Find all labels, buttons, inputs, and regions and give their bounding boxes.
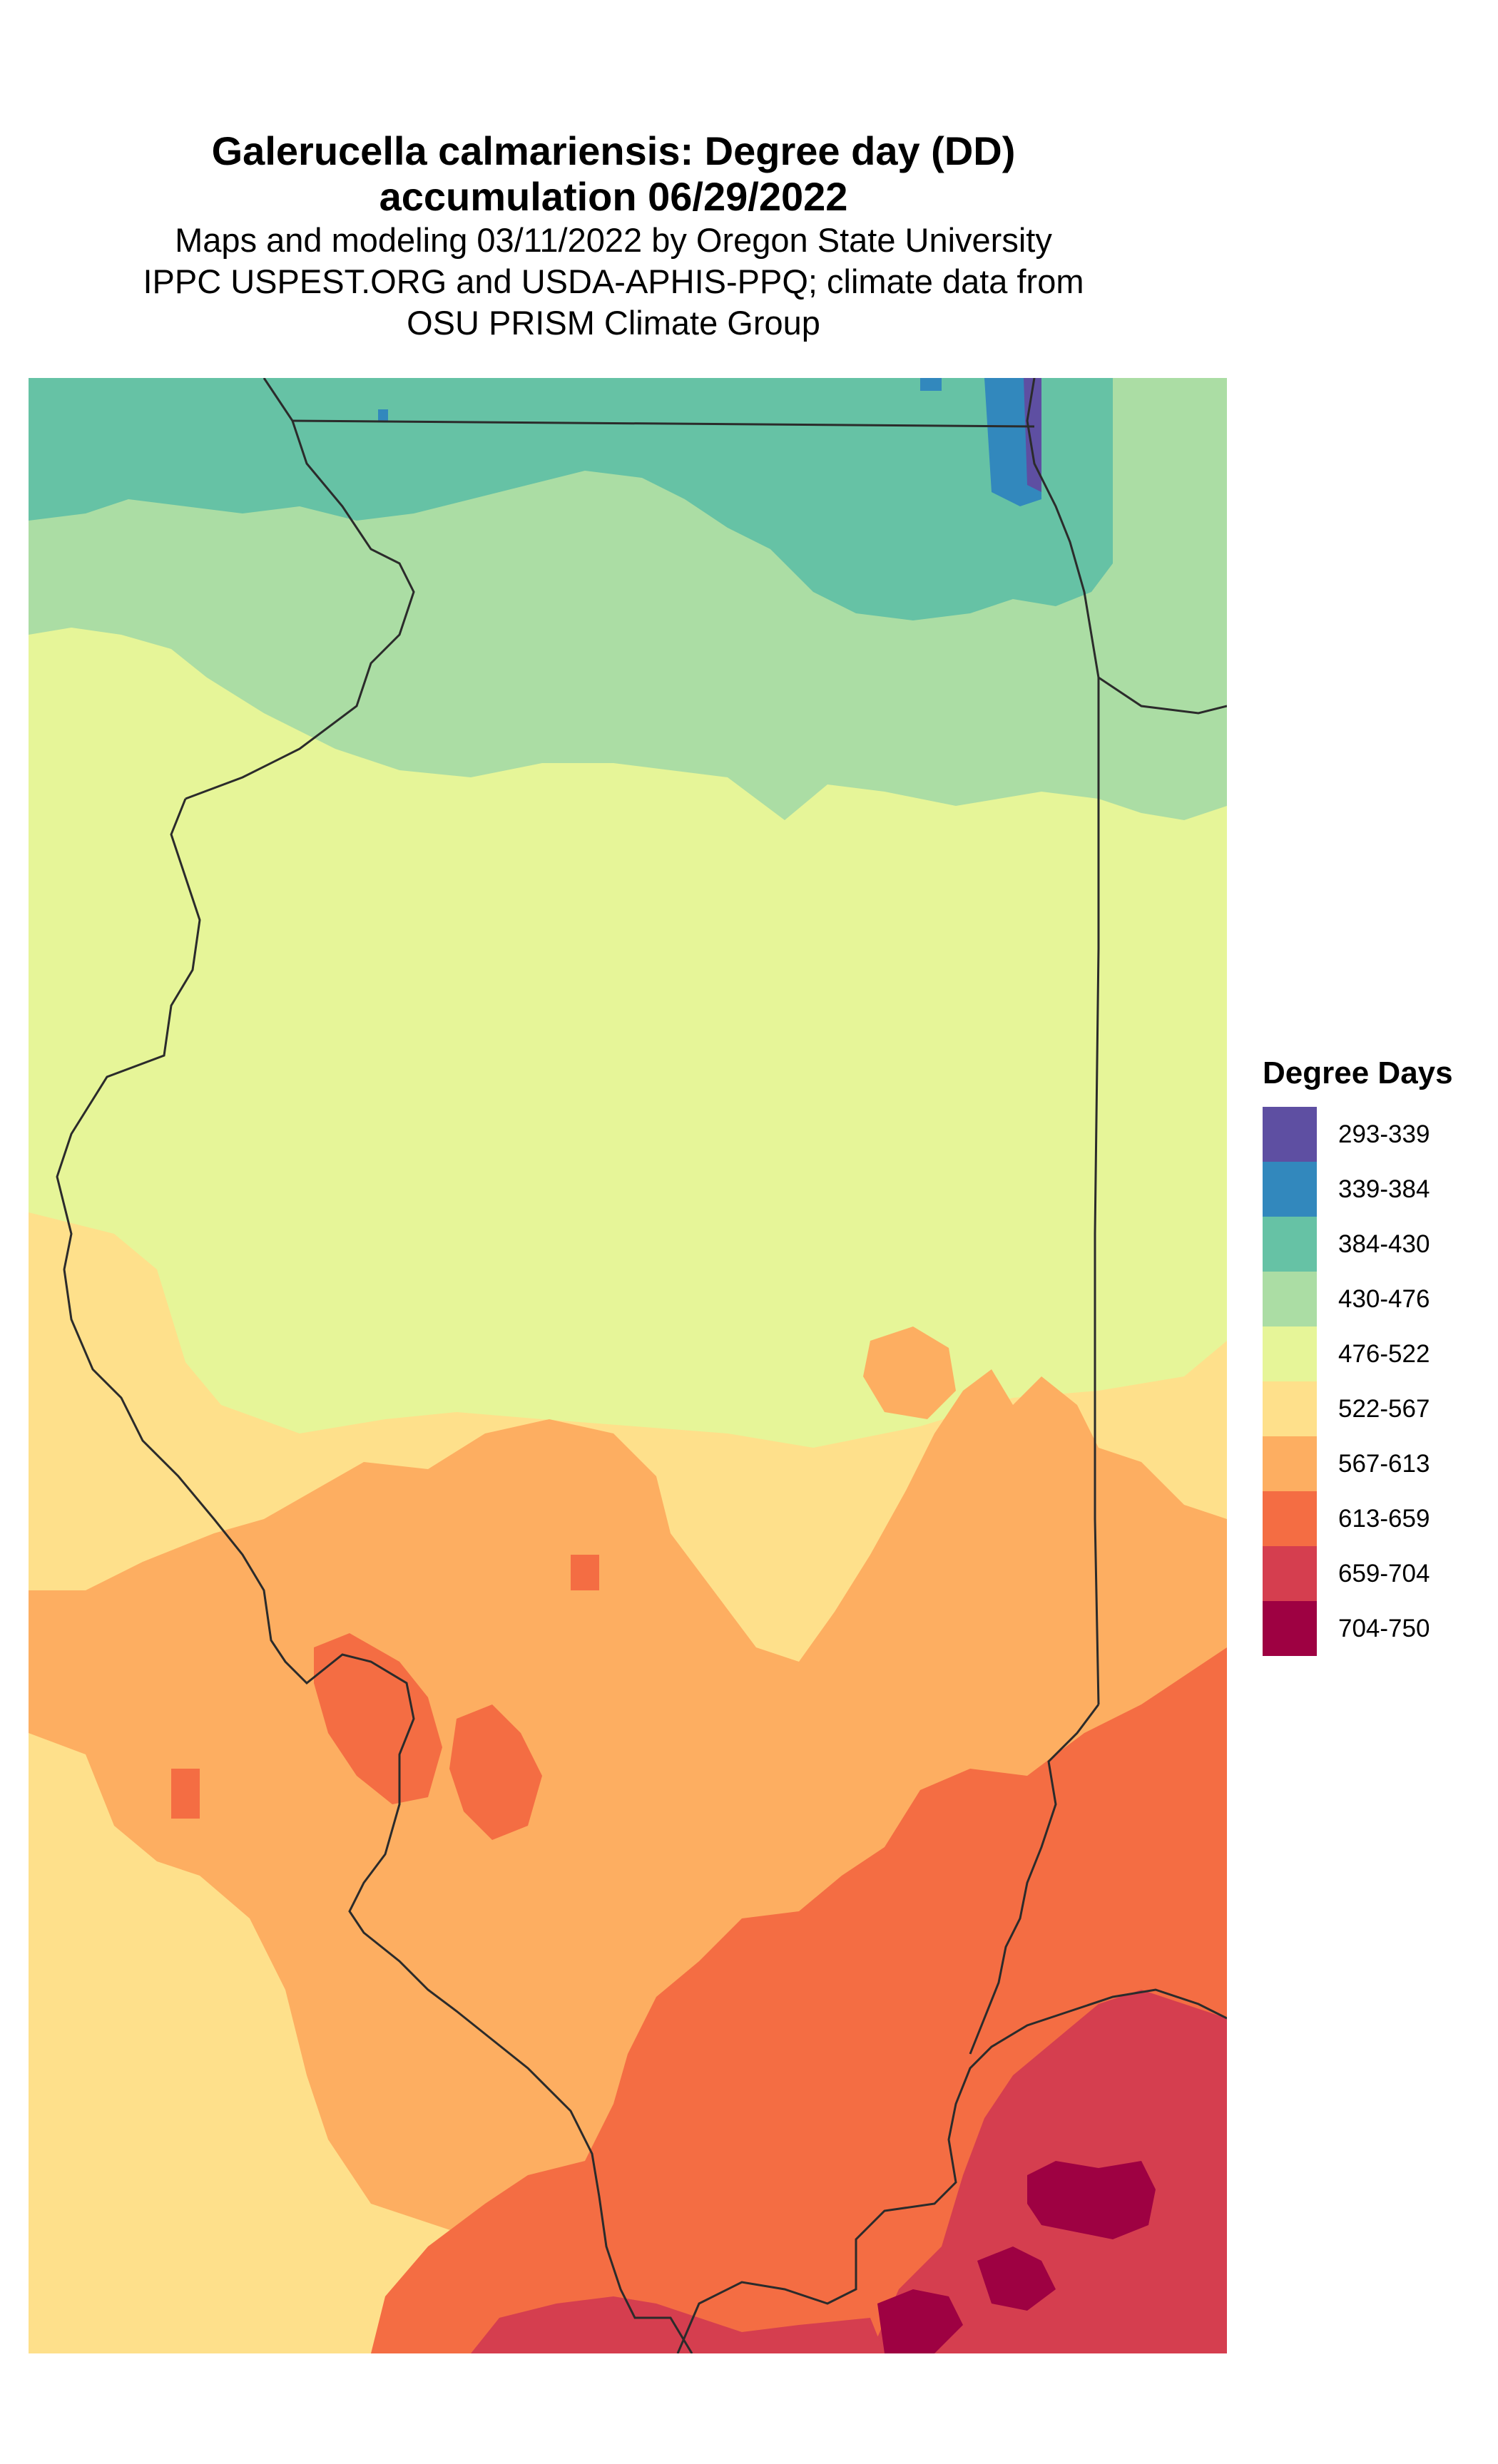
zone-613-659-speck xyxy=(171,1769,200,1819)
legend-swatch xyxy=(1263,1601,1317,1656)
state-borders xyxy=(56,378,1227,2353)
wabash-river xyxy=(969,1704,1100,2055)
zone-613-659-west xyxy=(314,1633,442,1804)
legend-items: 293-339 339-384 384-430 430-476 476-522 522-5… xyxy=(1263,1107,1453,1656)
legend-label: 430-476 xyxy=(1338,1284,1430,1313)
legend-swatch xyxy=(1263,1272,1317,1326)
legend-item: 384-430 xyxy=(1263,1217,1453,1272)
map-title-line-2: accumulation 06/29/2022 xyxy=(379,174,848,219)
map-subtitle-line-2: IPPC USPEST.ORG and USDA-APHIS-PPQ; clim… xyxy=(143,262,1084,300)
legend-label: 613-659 xyxy=(1338,1504,1430,1533)
map-subtitle-line-3: OSU PRISM Climate Group xyxy=(407,304,820,342)
illinois-indiana-border xyxy=(1094,678,1100,1705)
legend-swatch xyxy=(1263,1436,1317,1491)
degree-day-map xyxy=(29,378,1227,2353)
lake-michigan-shoreline xyxy=(1026,378,1227,715)
legend-swatch xyxy=(1263,1546,1317,1601)
zone-613-659-speck xyxy=(1163,1733,1220,1811)
legend-item: 659-704 xyxy=(1263,1546,1453,1601)
legend-label: 339-384 xyxy=(1338,1175,1430,1203)
legend-label: 567-613 xyxy=(1338,1449,1430,1478)
zone-704-750 xyxy=(977,2246,1056,2311)
legend-item: 339-384 xyxy=(1263,1162,1453,1217)
zone-339-384-speck xyxy=(378,409,388,421)
legend-item: 522-567 xyxy=(1263,1381,1453,1436)
legend-title: Degree Days xyxy=(1263,1055,1453,1090)
ohio-river xyxy=(676,1988,1227,2353)
zone-613-659-central xyxy=(449,1704,542,1840)
illinois-wisconsin-border xyxy=(185,378,415,800)
northern-state-line xyxy=(292,419,1035,428)
zone-339-384-speck xyxy=(920,378,942,391)
legend-label: 659-704 xyxy=(1338,1559,1430,1588)
mississippi-river xyxy=(56,798,693,2353)
zone-567-613-east xyxy=(863,1326,956,1419)
zone-522-567-southwest xyxy=(29,1733,471,2353)
legend-swatch xyxy=(1263,1162,1317,1217)
legend-item: 567-613 xyxy=(1263,1436,1453,1491)
zone-704-750 xyxy=(1027,2161,1156,2239)
legend-swatch xyxy=(1263,1381,1317,1436)
legend-label: 293-339 xyxy=(1338,1120,1430,1148)
legend-swatch xyxy=(1263,1107,1317,1162)
legend-swatch xyxy=(1263,1491,1317,1546)
legend: Degree Days 293-339 339-384 384-430 430-476… xyxy=(1263,1055,1453,1656)
legend-label: 476-522 xyxy=(1338,1339,1430,1368)
legend-item: 704-750 xyxy=(1263,1601,1453,1656)
legend-label: 522-567 xyxy=(1338,1394,1430,1423)
map-title-line-1: Galerucella calmariensis: Degree day (DD… xyxy=(211,128,1016,173)
legend-item: 476-522 xyxy=(1263,1326,1453,1381)
map-subtitle-line-1: Maps and modeling 03/11/2022 by Oregon S… xyxy=(175,221,1052,259)
legend-swatch xyxy=(1263,1217,1317,1272)
zone-384-430 xyxy=(29,378,1113,620)
zone-293-339 xyxy=(1024,378,1041,492)
legend-item: 293-339 xyxy=(1263,1107,1453,1162)
title-block: Galerucella calmariensis: Degree day (DD… xyxy=(0,128,1227,344)
legend-swatch xyxy=(1263,1326,1317,1381)
legend-label: 384-430 xyxy=(1338,1230,1430,1258)
zone-659-704-river xyxy=(471,2296,885,2353)
legend-item: 430-476 xyxy=(1263,1272,1453,1326)
zone-704-750 xyxy=(877,2289,963,2353)
zone-613-659-speck xyxy=(571,1555,599,1590)
legend-item: 613-659 xyxy=(1263,1491,1453,1546)
legend-label: 704-750 xyxy=(1338,1614,1430,1642)
